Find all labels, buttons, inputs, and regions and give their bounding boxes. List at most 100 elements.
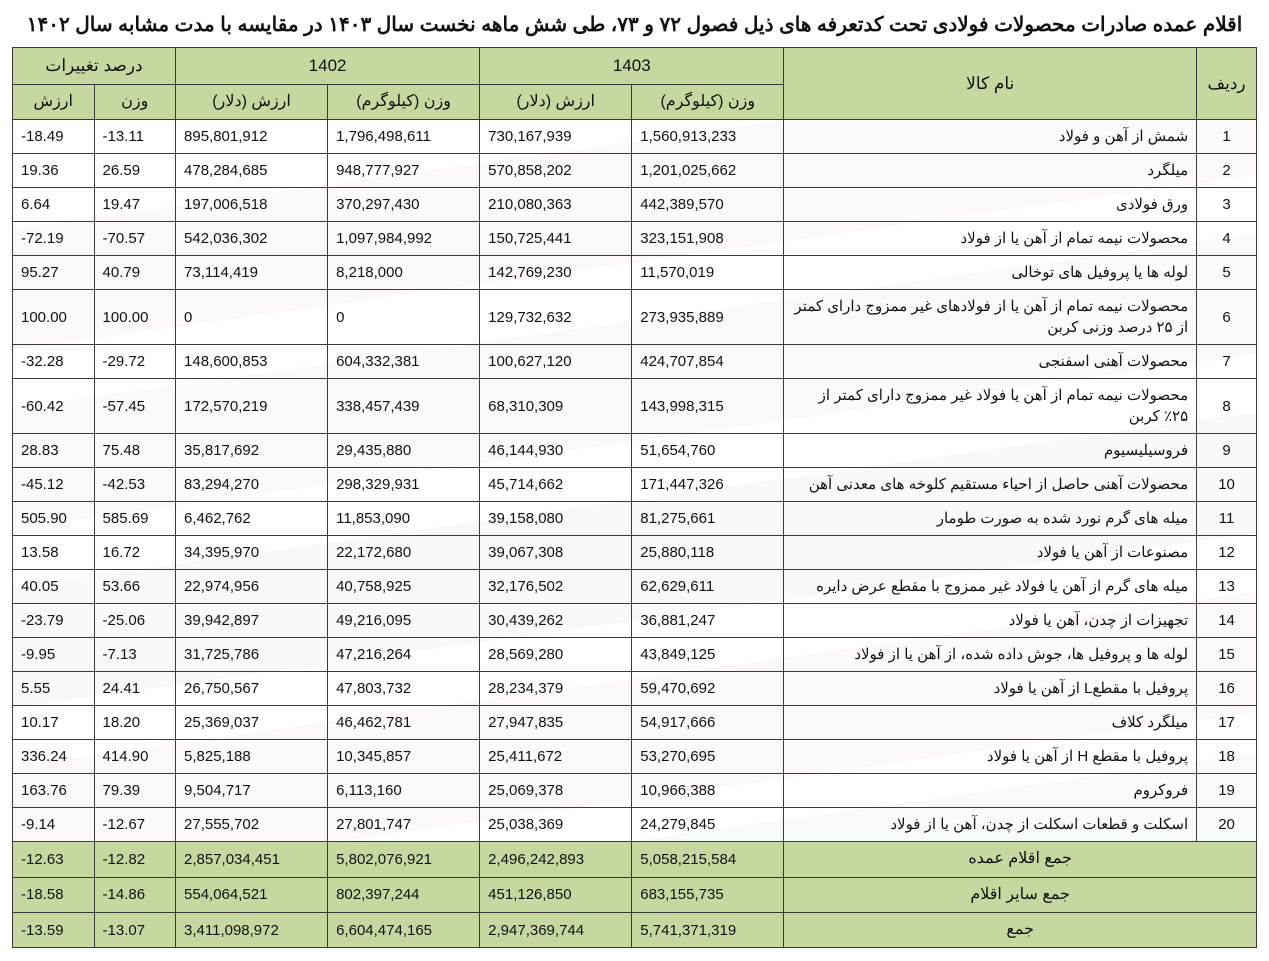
cell-total-v1403: 451,126,850 [480,877,632,912]
table-row: 13میله های گرم از آهن یا فولاد غیر ممزوج… [13,570,1257,604]
cell-total-pw: -14.86 [94,877,175,912]
table-row: 9فروسیلیسیوم51,654,76046,144,93029,435,8… [13,434,1257,468]
cell-name: محصولات نیمه تمام از آهن یا از فولاد [784,222,1197,256]
cell-name: مصنوعات از آهن یا فولاد [784,536,1197,570]
cell-w1403: 1,201,025,662 [632,154,784,188]
cell-v1402: 22,974,956 [176,570,328,604]
cell-w1402: 1,796,498,611 [328,120,480,154]
cell-pv: 19.36 [13,154,95,188]
cell-v1403: 129,732,632 [480,290,632,345]
cell-pv: 5.55 [13,672,95,706]
cell-name: تجهیزات از چدن، آهن یا فولاد [784,604,1197,638]
table-row: 1شمش از آهن و فولاد1,560,913,233730,167,… [13,120,1257,154]
cell-v1402: 83,294,270 [176,468,328,502]
table-row: 10محصولات آهنی حاصل از احیاء مستقیم کلوخ… [13,468,1257,502]
cell-v1403: 730,167,939 [480,120,632,154]
cell-name: لوله ها یا پروفیل های توخالی [784,256,1197,290]
cell-v1402: 0 [176,290,328,345]
cell-w1402: 370,297,430 [328,188,480,222]
cell-v1403: 27,947,835 [480,706,632,740]
cell-pv: 10.17 [13,706,95,740]
cell-w1402: 10,345,857 [328,740,480,774]
cell-w1402: 604,332,381 [328,345,480,379]
table-body: 1شمش از آهن و فولاد1,560,913,233730,167,… [13,120,1257,842]
cell-v1403: 100,627,120 [480,345,632,379]
cell-w1403: 442,389,570 [632,188,784,222]
cell-v1403: 28,234,379 [480,672,632,706]
col-1402-value: ارزش (دلار) [176,84,328,119]
cell-pw: 19.47 [94,188,175,222]
cell-total-w1402: 802,397,244 [328,877,480,912]
cell-w1402: 40,758,925 [328,570,480,604]
cell-pw: -42.53 [94,468,175,502]
cell-pv: -72.19 [13,222,95,256]
col-pct: درصد تغییرات [13,48,176,85]
cell-name: میله های گرم نورد شده به صورت طومار [784,502,1197,536]
cell-idx: 13 [1197,570,1257,604]
cell-w1402: 948,777,927 [328,154,480,188]
cell-pv: -45.12 [13,468,95,502]
cell-idx: 3 [1197,188,1257,222]
cell-name: محصولات آهنی حاصل از احیاء مستقیم کلوخه … [784,468,1197,502]
cell-v1402: 31,725,786 [176,638,328,672]
cell-idx: 20 [1197,808,1257,842]
col-name: نام کالا [784,48,1197,120]
export-table: ردیف نام کالا 1403 1402 درصد تغییرات وزن… [12,47,1257,948]
cell-pw: -70.57 [94,222,175,256]
cell-name: فروسیلیسیوم [784,434,1197,468]
cell-pv: -23.79 [13,604,95,638]
cell-idx: 19 [1197,774,1257,808]
table-row: 16پروفیل با مقطعL از آهن یا فولاد59,470,… [13,672,1257,706]
cell-total-w1402: 5,802,076,921 [328,842,480,877]
table-row: 17میلگرد کلاف54,917,66627,947,83546,462,… [13,706,1257,740]
cell-v1403: 150,725,441 [480,222,632,256]
col-1402: 1402 [176,48,480,85]
table-row: 14تجهیزات از چدن، آهن یا فولاد36,881,247… [13,604,1257,638]
cell-v1403: 570,858,202 [480,154,632,188]
totals-row: جمع اقلام عمده5,058,215,5842,496,242,893… [13,842,1257,877]
cell-idx: 16 [1197,672,1257,706]
cell-pv: -32.28 [13,345,95,379]
cell-w1403: 171,447,326 [632,468,784,502]
cell-pv: 28.83 [13,434,95,468]
cell-pw: -13.11 [94,120,175,154]
cell-w1402: 47,803,732 [328,672,480,706]
cell-pw: 16.72 [94,536,175,570]
cell-pw: 24.41 [94,672,175,706]
cell-w1402: 8,218,000 [328,256,480,290]
cell-v1403: 142,769,230 [480,256,632,290]
cell-w1403: 53,270,695 [632,740,784,774]
cell-idx: 15 [1197,638,1257,672]
cell-v1402: 9,504,717 [176,774,328,808]
cell-total-pv: -18.58 [13,877,95,912]
cell-w1403: 424,707,854 [632,345,784,379]
cell-v1403: 39,158,080 [480,502,632,536]
cell-pv: 13.58 [13,536,95,570]
cell-w1402: 49,216,095 [328,604,480,638]
cell-w1403: 11,570,019 [632,256,784,290]
cell-v1402: 172,570,219 [176,379,328,434]
cell-v1403: 68,310,309 [480,379,632,434]
cell-v1402: 197,006,518 [176,188,328,222]
cell-v1402: 27,555,702 [176,808,328,842]
cell-pw: -7.13 [94,638,175,672]
cell-total-v1402: 554,064,521 [176,877,328,912]
cell-name: محصولات نیمه تمام از آهن یا فولاد غیر مم… [784,379,1197,434]
cell-pv: 95.27 [13,256,95,290]
table-row: 2میلگرد1,201,025,662570,858,202948,777,9… [13,154,1257,188]
col-1402-weight: وزن (کیلوگرم) [328,84,480,119]
table-row: 8محصولات نیمه تمام از آهن یا فولاد غیر م… [13,379,1257,434]
cell-v1403: 25,038,369 [480,808,632,842]
cell-v1403: 25,411,672 [480,740,632,774]
cell-w1402: 298,329,931 [328,468,480,502]
cell-v1403: 210,080,363 [480,188,632,222]
cell-total-label: جمع [784,912,1257,947]
cell-w1403: 273,935,889 [632,290,784,345]
cell-name: اسکلت و قطعات اسکلت از چدن، آهن یا از فو… [784,808,1197,842]
cell-w1402: 0 [328,290,480,345]
cell-w1402: 1,097,984,992 [328,222,480,256]
cell-name: پروفیل با مقطع H از آهن یا فولاد [784,740,1197,774]
totals-row: جمع5,741,371,3192,947,369,7446,604,474,1… [13,912,1257,947]
cell-v1403: 25,069,378 [480,774,632,808]
cell-w1403: 143,998,315 [632,379,784,434]
